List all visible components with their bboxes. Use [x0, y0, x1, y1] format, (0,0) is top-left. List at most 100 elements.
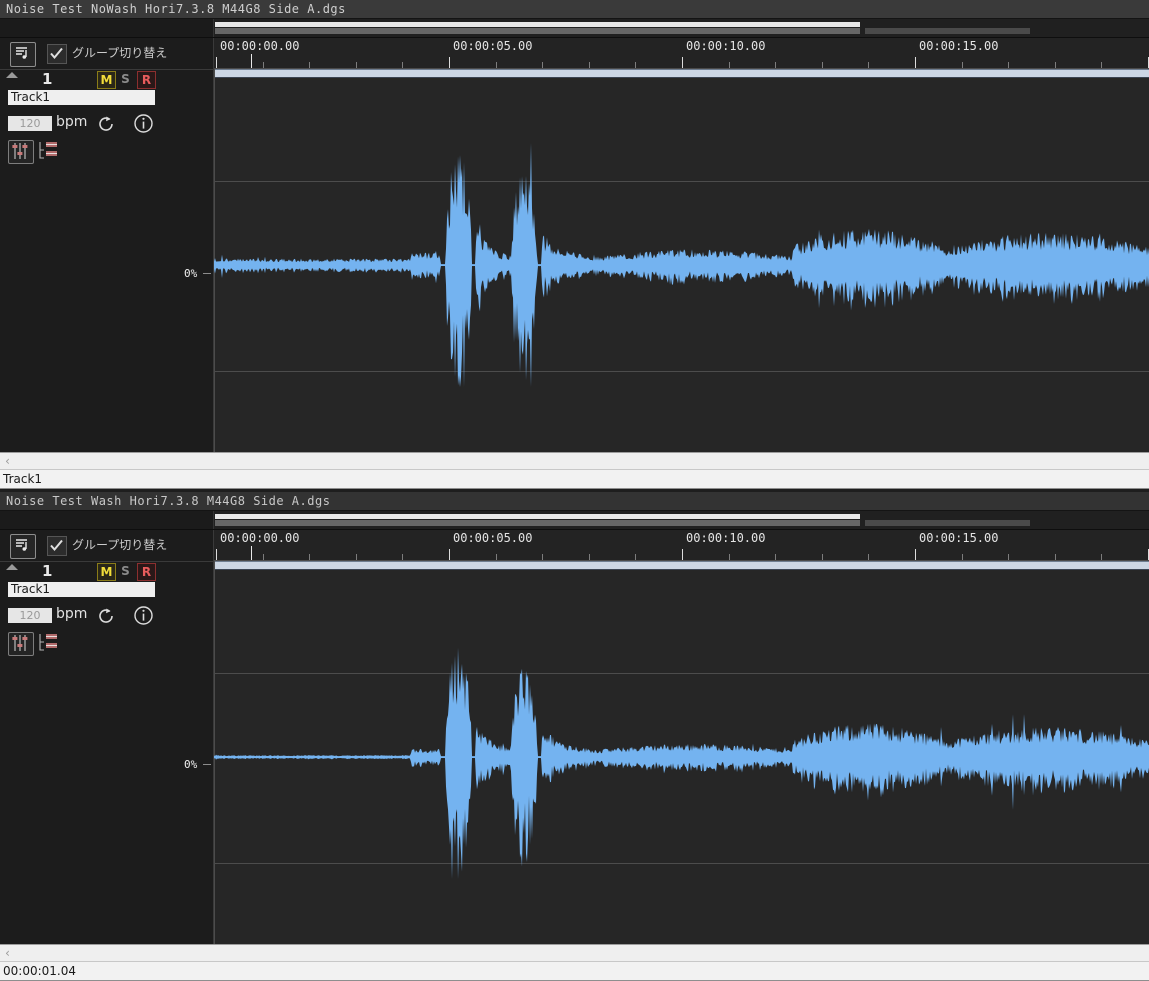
ruler-tick	[542, 554, 544, 560]
ruler-tick	[915, 549, 916, 560]
overview-scroll-thumb[interactable]	[215, 520, 860, 526]
track-collapse-arrow[interactable]	[6, 72, 18, 78]
overview-left-spacer	[0, 511, 214, 529]
ruler-tick	[449, 549, 450, 560]
ruler-tick	[728, 62, 730, 68]
timeline-ruler-wash[interactable]: 00:00:00.00 00:00:05.00 00:00:10.00 00:0…	[214, 530, 1149, 561]
scroll-left-arrow[interactable]: ‹	[4, 946, 12, 960]
ruler-timecode: 00:00:05.00	[453, 531, 533, 545]
mixer-fader-icon[interactable]	[8, 140, 34, 164]
ruler-tick	[262, 62, 264, 68]
panel-wash: Noise Test Wash Hori7.3.8 M44G8 Side A.d…	[0, 492, 1149, 981]
timeline-area-wash[interactable]: 00:00:00.00 00:00:05.00 00:00:10.00 00:0…	[214, 530, 1149, 944]
ruler-tick	[355, 554, 357, 560]
ruler-tick	[961, 62, 963, 68]
group-toggle-label: グループ切り替え	[72, 46, 168, 60]
bpm-field[interactable]: 120	[8, 116, 52, 131]
waveform-lane-wash[interactable]	[214, 561, 1149, 944]
routing-icon[interactable]	[38, 140, 66, 164]
overview-track[interactable]	[213, 19, 1149, 37]
waveform-graphic-wash	[214, 647, 1149, 879]
record-arm-button[interactable]: R	[137, 71, 156, 89]
ruler-tick	[821, 62, 823, 68]
clip-header-bar[interactable]	[214, 561, 1149, 570]
lane-left-edge	[214, 561, 215, 944]
track-number: 1	[42, 70, 53, 88]
routing-icon[interactable]	[38, 632, 66, 656]
ruler-tick	[262, 554, 264, 560]
group-toggle-checkbox[interactable]	[47, 536, 67, 556]
ruler-tick	[355, 62, 357, 68]
record-arm-button[interactable]: R	[137, 563, 156, 581]
ruler-tick	[635, 62, 637, 68]
panel-separator	[0, 489, 1149, 492]
overview-track[interactable]	[213, 511, 1149, 529]
panel-nowash: Noise Test NoWash Hori7.3.8 M44G8 Side A…	[0, 0, 1149, 489]
track-collapse-arrow[interactable]	[6, 564, 18, 570]
track-name-field[interactable]: Track1	[8, 582, 155, 597]
overview-scroll-extra[interactable]	[865, 520, 1030, 526]
ruler-tick	[868, 62, 870, 68]
info-icon[interactable]	[133, 605, 154, 630]
scroll-left-arrow[interactable]: ‹	[4, 454, 12, 468]
ruler-timecode: 00:00:00.00	[220, 39, 300, 53]
ruler-timecode: 00:00:10.00	[686, 531, 766, 545]
zero-amplitude-label: 0%	[184, 267, 198, 280]
ruler-tick	[775, 554, 777, 560]
ruler-tick	[449, 57, 450, 68]
overview-scroll-thumb[interactable]	[215, 28, 860, 34]
ruler-timecode: 00:00:10.00	[686, 39, 766, 53]
track-list-icon[interactable]	[10, 42, 36, 67]
ruler-tick	[495, 554, 497, 560]
mute-button[interactable]: M	[97, 71, 116, 89]
track-header-toolbar: グループ切り替え	[0, 38, 213, 70]
overview-range-bar[interactable]	[215, 22, 860, 27]
timeline-ruler-nowash[interactable]: 00:00:00.00 00:00:05.00 00:00:10.00 00:0…	[214, 38, 1149, 69]
ruler-tick	[868, 554, 870, 560]
horizontal-scrollbar-nowash[interactable]: ‹	[0, 452, 1149, 470]
overview-scroll-nowash[interactable]	[0, 19, 1149, 38]
panel-body-nowash: グループ切り替え 1 M S R Track1 120 bpm	[0, 38, 1149, 452]
ruler-timecode: 00:00:15.00	[919, 39, 999, 53]
group-toggle-checkbox[interactable]	[47, 44, 67, 64]
waveform-graphic-nowash	[214, 143, 1149, 387]
lane-divider-top	[214, 181, 1149, 182]
zero-tick	[203, 764, 211, 765]
info-icon[interactable]	[133, 113, 154, 138]
ruler-tick	[775, 62, 777, 68]
ruler-timecode: 00:00:05.00	[453, 39, 533, 53]
ruler-tick	[216, 549, 217, 560]
track-number: 1	[42, 562, 53, 580]
overview-scroll-extra[interactable]	[865, 28, 1030, 34]
track-name-field[interactable]: Track1	[8, 90, 155, 105]
mixer-fader-icon[interactable]	[8, 632, 34, 656]
ruler-tick	[915, 57, 916, 68]
bpm-field[interactable]: 120	[8, 608, 52, 623]
ruler-tick	[1054, 62, 1056, 68]
timeline-area-nowash[interactable]: 00:00:00.00 00:00:05.00 00:00:10.00 00:0…	[214, 38, 1149, 452]
refresh-icon[interactable]	[96, 606, 116, 630]
ruler-tick	[682, 57, 683, 68]
overview-range-bar[interactable]	[215, 514, 860, 519]
clip-header-bar[interactable]	[214, 69, 1149, 78]
playhead-marker[interactable]	[251, 546, 252, 560]
zero-tick	[203, 273, 211, 274]
ruler-tick	[402, 62, 404, 68]
overview-scroll-wash[interactable]	[0, 511, 1149, 530]
waveform-lane-nowash[interactable]	[214, 69, 1149, 452]
group-toggle-label: グループ切り替え	[72, 538, 168, 552]
refresh-icon[interactable]	[96, 114, 116, 138]
ruler-tick	[309, 62, 311, 68]
horizontal-scrollbar-wash[interactable]: ‹	[0, 944, 1149, 962]
ruler-tick	[682, 549, 683, 560]
playhead-marker[interactable]	[251, 54, 252, 68]
ruler-tick	[542, 62, 544, 68]
ruler-tick	[1008, 62, 1010, 68]
track-list-icon[interactable]	[10, 534, 36, 559]
solo-button[interactable]: S	[121, 564, 130, 578]
mute-button[interactable]: M	[97, 563, 116, 581]
lane-divider-bottom	[214, 371, 1149, 372]
ruler-tick	[1101, 554, 1103, 560]
solo-button[interactable]: S	[121, 72, 130, 86]
